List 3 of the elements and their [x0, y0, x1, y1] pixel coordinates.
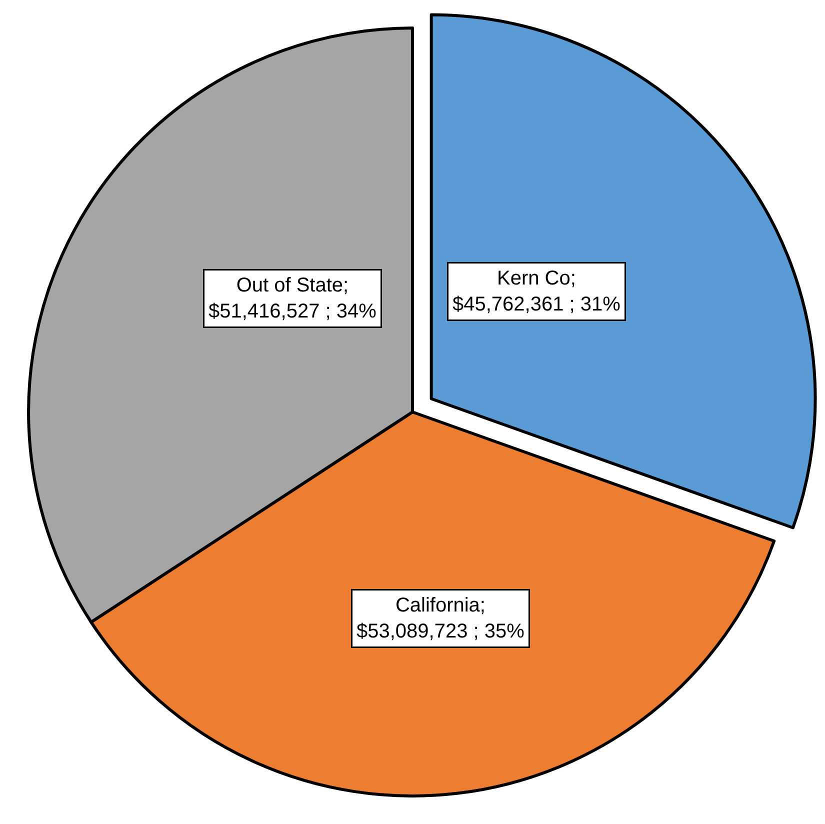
slice-label: Out of State; $51,416,527 ; 34% [208, 274, 377, 322]
slice-label: Kern Co; $45,762,361 ; 31% [452, 268, 621, 316]
slice-label: California; $53,089,723 ; 35% [356, 594, 525, 642]
